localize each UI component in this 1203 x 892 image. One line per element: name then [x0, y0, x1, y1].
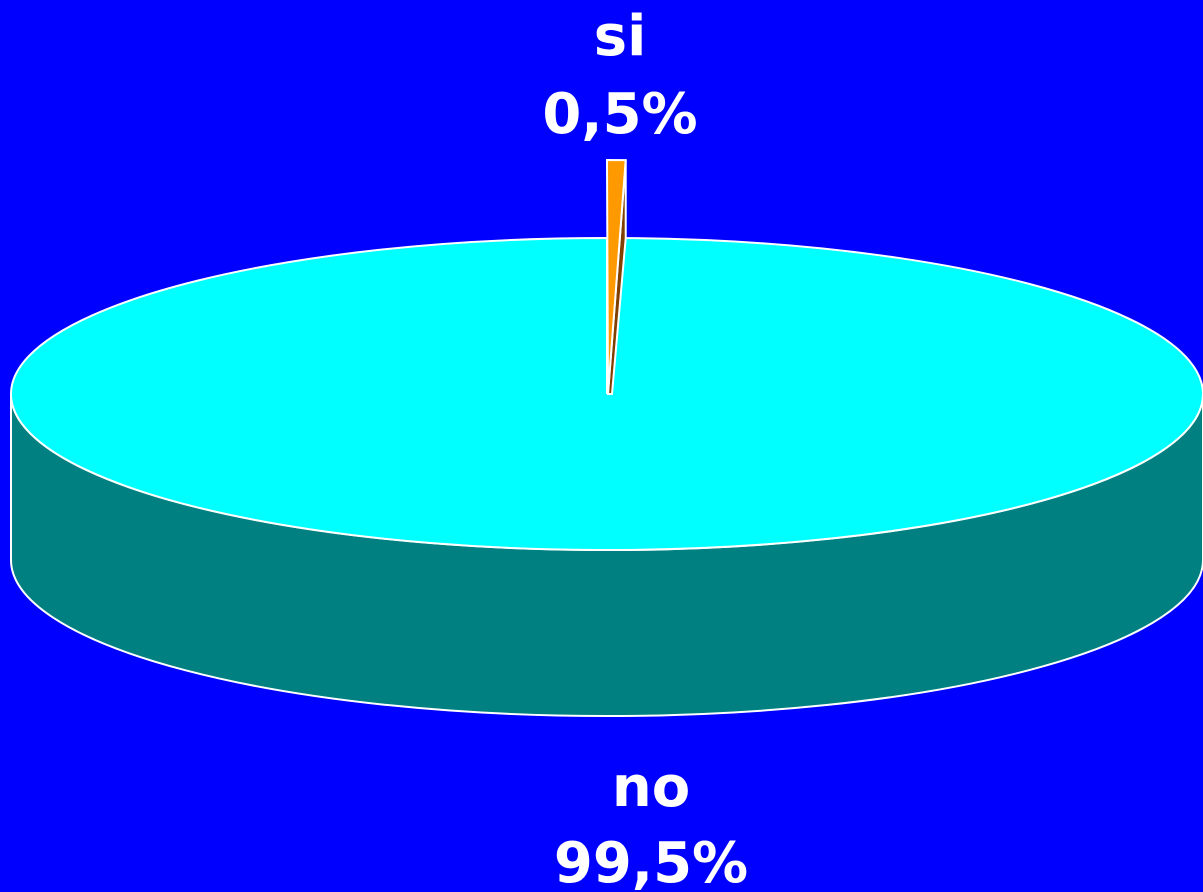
slice-si [605, 158, 627, 395]
pie-body [10, 236, 1203, 717]
slice-label-si: si [594, 4, 647, 69]
pie-slices [605, 158, 627, 395]
slice-label-no: no [612, 755, 690, 820]
slice-no [10, 236, 1203, 551]
slice-value-si: 0,5% [542, 82, 697, 147]
slice-value-no: 99,5% [554, 831, 748, 892]
